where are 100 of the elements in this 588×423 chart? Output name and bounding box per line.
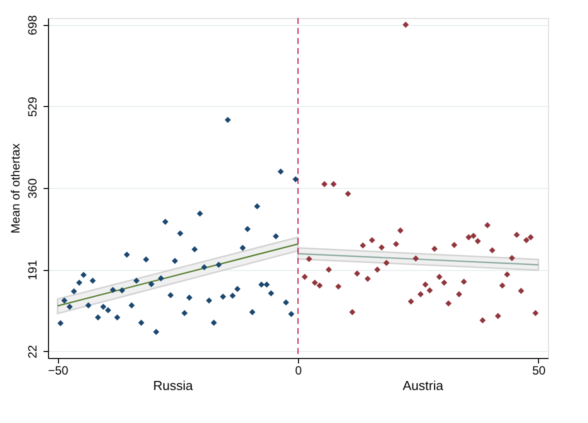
- point: [216, 262, 222, 268]
- point: [368, 237, 376, 244]
- point: [90, 278, 96, 284]
- point: [268, 290, 274, 296]
- point: [254, 203, 260, 210]
- point: [532, 310, 539, 316]
- point: [514, 232, 520, 238]
- point: [466, 234, 472, 240]
- point: [128, 302, 135, 308]
- point: [316, 282, 323, 289]
- y-tick-label: 529: [26, 96, 40, 117]
- point: [349, 309, 356, 316]
- y-tick-label: 22: [26, 344, 40, 358]
- point: [272, 233, 279, 240]
- y-tick-label: 698: [26, 14, 40, 36]
- x-tick-label: −50: [48, 364, 69, 378]
- point: [321, 181, 328, 188]
- point: [278, 168, 284, 175]
- point: [61, 297, 68, 304]
- y-tick-label: 360: [26, 178, 40, 199]
- point: [422, 282, 428, 288]
- point: [158, 275, 164, 282]
- point: [94, 314, 102, 321]
- point: [110, 286, 116, 293]
- point: [234, 286, 241, 292]
- point: [210, 320, 217, 326]
- point: [374, 266, 380, 273]
- point: [240, 244, 246, 251]
- point: [168, 292, 174, 298]
- point: [70, 288, 78, 294]
- point: [258, 282, 265, 288]
- point: [230, 292, 236, 299]
- text: Austria: [402, 378, 444, 393]
- point: [456, 291, 462, 298]
- x-tick-label: 0: [295, 364, 302, 378]
- point: [172, 258, 178, 264]
- point: [105, 307, 112, 314]
- point: [288, 310, 294, 318]
- point: [100, 304, 106, 310]
- point: [494, 312, 502, 320]
- point: [378, 244, 385, 250]
- point: [192, 246, 198, 252]
- point: [344, 190, 352, 197]
- point: [436, 274, 442, 280]
- point: [124, 252, 130, 258]
- point: [220, 294, 226, 300]
- point: [138, 320, 144, 326]
- point: [474, 238, 481, 244]
- point: [360, 242, 366, 249]
- point: [244, 226, 251, 232]
- y-axis-title: Mean of othertax: [8, 143, 22, 234]
- point: [153, 328, 160, 335]
- point: [426, 287, 433, 294]
- point: [480, 317, 486, 324]
- point: [489, 247, 496, 254]
- point: [196, 210, 204, 217]
- point: [114, 314, 120, 321]
- x-tick-label: 50: [532, 364, 546, 378]
- point: [326, 266, 332, 273]
- point: [523, 237, 530, 244]
- point: [508, 254, 516, 262]
- text: Russia: [153, 378, 194, 393]
- point: [499, 282, 506, 289]
- point: [330, 181, 337, 188]
- point: [80, 272, 87, 278]
- point: [383, 260, 390, 266]
- point: [354, 270, 360, 277]
- point: [364, 276, 371, 282]
- point: [306, 256, 312, 262]
- point: [470, 232, 477, 239]
- point: [186, 294, 192, 301]
- point: [445, 300, 452, 307]
- point: [408, 298, 414, 305]
- point: [224, 116, 231, 123]
- point: [85, 302, 92, 308]
- point: [418, 291, 424, 298]
- point: [397, 227, 404, 234]
- point: [264, 282, 270, 288]
- point: [133, 278, 140, 284]
- point: [392, 240, 400, 248]
- point: [518, 288, 524, 294]
- point: [148, 281, 154, 288]
- point: [118, 287, 126, 294]
- point: [177, 230, 184, 236]
- point: [201, 264, 208, 270]
- point: [181, 310, 188, 316]
- point: [76, 280, 82, 286]
- point: [66, 304, 73, 310]
- point: [431, 246, 438, 252]
- point: [162, 218, 168, 225]
- point: [504, 271, 510, 278]
- point: [312, 280, 318, 286]
- y-tick-label: 191: [26, 260, 40, 280]
- point: [441, 280, 448, 286]
- point: [335, 283, 342, 290]
- point: [249, 309, 256, 316]
- point: [412, 255, 419, 262]
- point: [57, 320, 64, 326]
- point: [460, 278, 467, 285]
- point: [484, 222, 491, 228]
